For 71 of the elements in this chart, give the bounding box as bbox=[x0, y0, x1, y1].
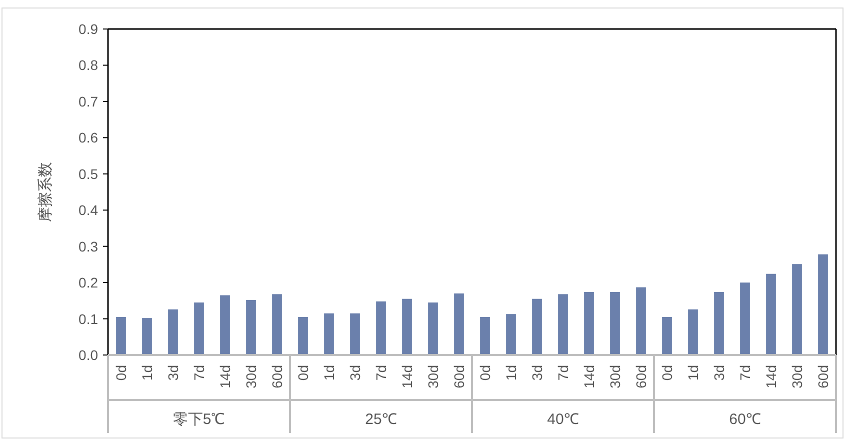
bar bbox=[350, 313, 360, 355]
x-tick-label: 0d bbox=[295, 365, 311, 381]
x-tick-label: 3d bbox=[165, 365, 181, 381]
x-tick-label: 0d bbox=[477, 365, 493, 381]
bar bbox=[636, 287, 646, 355]
bar bbox=[558, 294, 568, 355]
x-tick-label: 60d bbox=[815, 365, 831, 388]
bar bbox=[480, 316, 490, 355]
bar bbox=[506, 314, 516, 355]
bar bbox=[662, 316, 672, 355]
bar bbox=[688, 309, 698, 355]
bar bbox=[402, 298, 412, 355]
x-tick-label: 30d bbox=[425, 365, 441, 388]
bar bbox=[766, 274, 776, 355]
x-tick-label: 7d bbox=[737, 365, 753, 381]
x-tick-label: 0d bbox=[659, 365, 675, 381]
y-tick-label: 0.5 bbox=[78, 166, 98, 182]
bar bbox=[428, 302, 438, 355]
bar bbox=[194, 302, 204, 355]
x-tick-label: 1d bbox=[139, 365, 155, 381]
bar bbox=[376, 301, 386, 355]
x-tick-label: 3d bbox=[529, 365, 545, 381]
x-tick-label: 30d bbox=[607, 365, 623, 388]
x-tick-label: 3d bbox=[711, 365, 727, 381]
bar bbox=[298, 316, 308, 355]
text: 40℃ bbox=[547, 411, 579, 428]
x-tick-label: 14d bbox=[217, 365, 233, 388]
text: 60℃ bbox=[729, 411, 761, 428]
x-tick-label: 1d bbox=[503, 365, 519, 381]
y-tick-label: 0.8 bbox=[78, 57, 98, 74]
x-tick-label: 7d bbox=[191, 365, 207, 381]
bar bbox=[246, 300, 256, 355]
bar bbox=[610, 292, 620, 355]
x-tick-label: 3d bbox=[347, 365, 363, 381]
bar bbox=[116, 316, 126, 355]
bar bbox=[454, 293, 464, 355]
y-tick-label: 0.3 bbox=[78, 238, 98, 254]
bar bbox=[818, 254, 828, 355]
x-tick-label: 30d bbox=[243, 365, 259, 388]
y-tick-label: 0.9 bbox=[78, 21, 98, 37]
text: 25℃ bbox=[365, 411, 397, 428]
bar bbox=[740, 282, 750, 355]
x-tick-label: 60d bbox=[633, 365, 649, 388]
y-tick-label: 0.0 bbox=[78, 347, 98, 363]
x-tick-label: 0d bbox=[113, 365, 129, 381]
text: 零下5℃ bbox=[172, 411, 226, 428]
bar bbox=[584, 292, 594, 355]
x-tick-label: 60d bbox=[451, 365, 467, 388]
y-tick-label: 0.2 bbox=[78, 274, 98, 291]
x-tick-label: 14d bbox=[399, 365, 415, 388]
x-tick-label: 1d bbox=[321, 365, 337, 381]
bar bbox=[220, 295, 230, 355]
x-tick-label: 1d bbox=[685, 365, 701, 381]
x-tick-label: 7d bbox=[373, 365, 389, 381]
bar bbox=[168, 309, 178, 355]
y-tick-label: 0.1 bbox=[78, 310, 98, 327]
bar bbox=[324, 313, 334, 355]
x-tick-label: 30d bbox=[789, 365, 805, 388]
y-axis-title: 摩擦系数 bbox=[37, 162, 54, 222]
x-tick-label: 7d bbox=[555, 365, 571, 381]
x-tick-label: 14d bbox=[581, 365, 597, 388]
bar bbox=[792, 264, 802, 355]
y-tick-label: 0.4 bbox=[78, 202, 98, 218]
y-tick-label: 0.7 bbox=[78, 93, 98, 110]
y-tick-label: 0.6 bbox=[78, 130, 98, 146]
bar bbox=[532, 298, 542, 355]
bar bbox=[714, 292, 724, 355]
x-tick-label: 14d bbox=[763, 365, 779, 388]
bar bbox=[272, 294, 282, 355]
x-tick-label: 60d bbox=[269, 365, 285, 388]
bar bbox=[142, 318, 152, 355]
